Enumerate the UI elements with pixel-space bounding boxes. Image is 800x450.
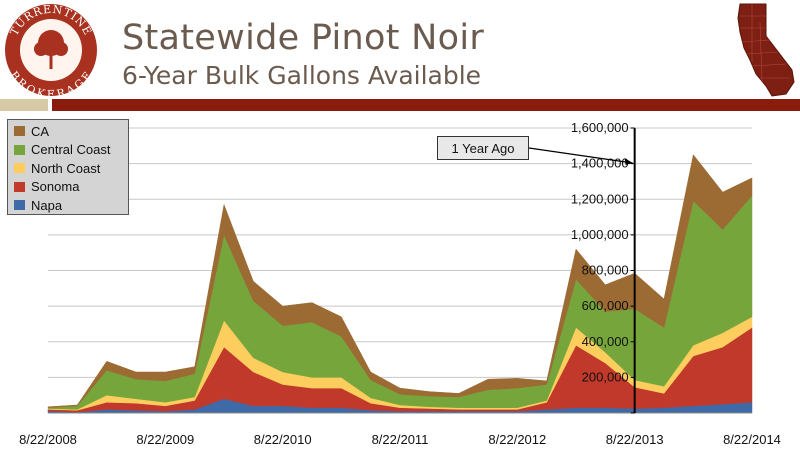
california-map-icon [737,3,795,97]
y-tick-label: 600,000 [582,298,629,313]
y-tick-label: 200,000 [582,369,629,384]
area-series-ca [47,154,753,408]
y-tick-label: 1,400,000 [571,156,629,171]
y-tick-label: 400,000 [582,334,629,349]
chart-legend: CA Central Coast North Coast Sonoma Napa [7,119,129,215]
x-tick-label: 8/22/2008 [19,432,77,447]
x-tick-label: 8/22/2014 [723,432,781,447]
callout-arrow-head [624,158,633,165]
one-year-ago-callout: 1 Year Ago [437,136,529,160]
stacked-area-chart: 8/22/2008 8/22/2009 8/22/2010 8/22/2011 8/22… [19,120,781,447]
legend-swatch [14,163,25,174]
header-titles: Statewide Pinot Noir 6-Year Bulk Gallons… [122,18,484,92]
legend-item: Napa [14,196,128,215]
legend-item: CA [14,122,128,141]
header-band-light [0,99,48,111]
x-tick-label: 8/22/2010 [254,432,312,447]
area-series-group [47,154,753,414]
tree-icon [34,30,68,69]
legend-label: North Coast [31,160,101,176]
y-tick-label: 1,000,000 [571,227,629,242]
x-tick-label: 8/22/2009 [136,432,194,447]
legend-swatch [14,126,25,137]
y-tick-label: 1,600,000 [571,120,629,135]
header-band-dark [52,99,800,111]
y-tick-label: 1,200,000 [571,191,629,206]
x-tick-label: 8/22/2012 [488,432,546,447]
page-title: Statewide Pinot Noir [122,18,485,58]
x-tick-label: 8/22/2011 [372,432,429,447]
turrentine-brokerage-logo: TURRENTINE BROKERAGE [5,3,97,97]
legend-label: Central Coast [31,142,111,158]
legend-swatch [14,181,25,192]
legend-label: Sonoma [31,179,80,195]
y-tick-label: 800,000 [582,263,629,278]
legend-label: CA [31,123,50,139]
legend-item: Central Coast [14,141,128,160]
legend-label: Napa [31,197,63,213]
axes-group: 8/22/2008 8/22/2009 8/22/2010 8/22/2011 8/22… [19,120,781,447]
page-subtitle: 6-Year Bulk Gallons Available [122,61,482,90]
legend-swatch [14,200,25,211]
legend-swatch [14,144,25,155]
legend-item: North Coast [14,159,128,178]
callout-arrow-line [528,147,633,164]
legend-item: Sonoma [14,178,128,197]
x-tick-label: 8/22/2013 [606,432,664,447]
